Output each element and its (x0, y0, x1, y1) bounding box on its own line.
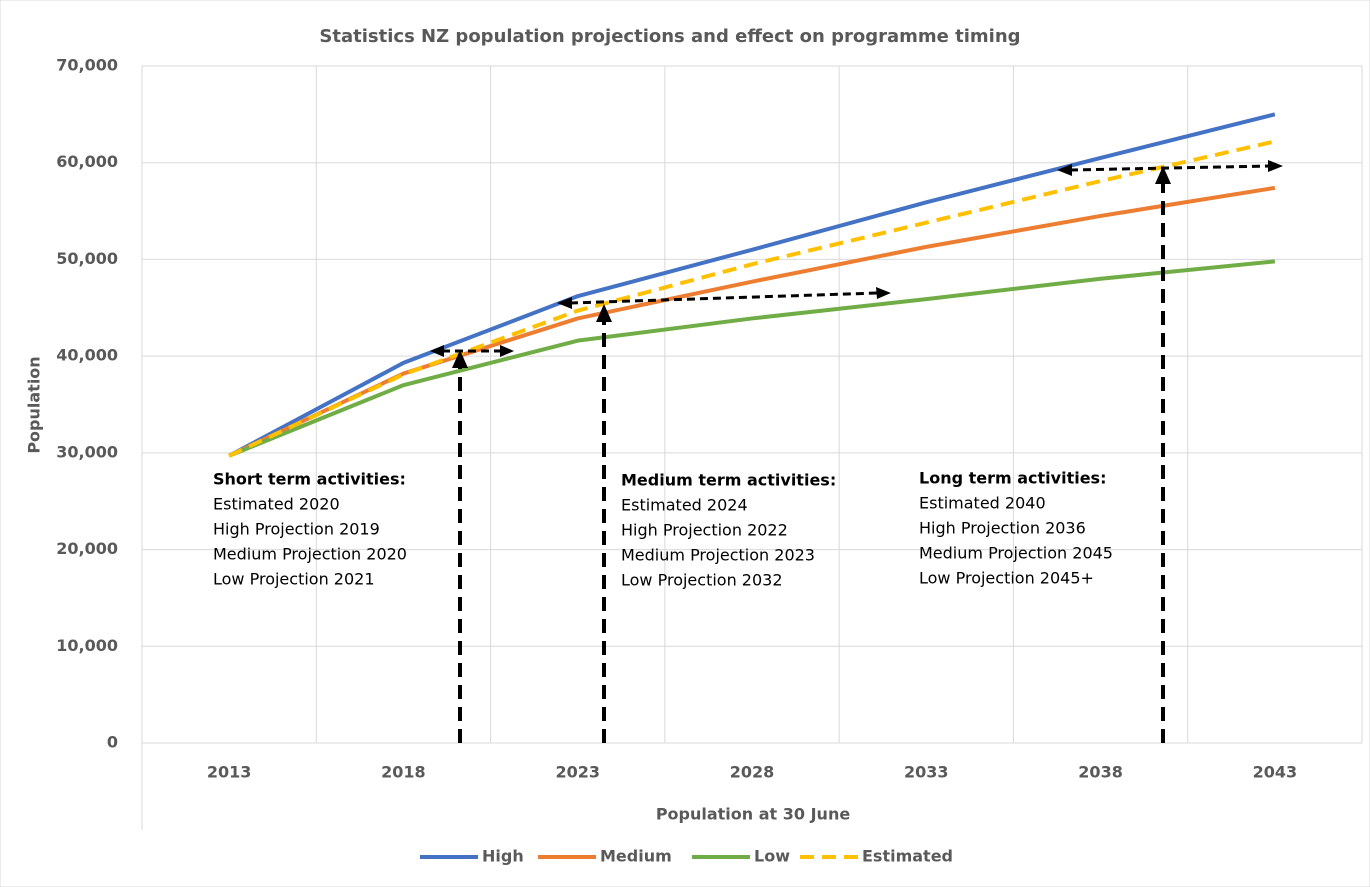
arrowhead (557, 297, 572, 309)
arrowhead (1268, 160, 1283, 172)
series-line (228, 139, 1276, 458)
x-tick-label: 2028 (730, 763, 775, 782)
annotation-line: Estimated 2020 (213, 495, 340, 514)
chart-title: Statistics NZ population projections and… (319, 26, 1020, 47)
y-tick-label: 40,000 (56, 346, 118, 365)
annotation-line: Low Projection 2021 (213, 570, 375, 589)
legend: High Medium Low Estimated (420, 847, 953, 866)
y-tick-label: 30,000 (56, 442, 118, 461)
annotation-line: Medium Projection 2020 (213, 545, 407, 564)
arrowhead (876, 287, 891, 299)
arrowhead (500, 345, 514, 357)
series-line (228, 259, 1276, 458)
y-tick-label: 60,000 (56, 152, 118, 171)
legend-label: Medium (600, 847, 672, 866)
annotation-line: Medium Projection 2045 (919, 544, 1113, 563)
x-tick-label: 2018 (381, 763, 426, 782)
x-axis-title: Population at 30 June (656, 805, 851, 824)
annotation-line: Medium Projection 2023 (621, 546, 815, 565)
grid: 0 10,000 20,000 30,000 40,000 50,000 60,000 70,… (56, 56, 1363, 830)
x-tick-label: 2033 (904, 763, 949, 782)
x-tick-label: 2043 (1253, 763, 1298, 782)
annotation-line: Estimated 2024 (621, 496, 748, 515)
x-tick-label: 2013 (207, 763, 252, 782)
arrowhead (596, 304, 612, 322)
annotation-title: Medium term activities: (621, 471, 836, 490)
legend-label: High (482, 847, 524, 866)
x-tick-label: 2038 (1078, 763, 1123, 782)
y-axis-title: Population (25, 356, 44, 453)
annotation-line: Low Projection 2045+ (919, 569, 1094, 588)
arrow (1069, 164, 1271, 172)
lines (228, 112, 1276, 458)
x-tick-label: 2023 (555, 763, 600, 782)
arrowhead (452, 350, 468, 368)
arrowhead (430, 345, 444, 357)
legend-label: Low (754, 847, 790, 866)
annotation-line: Estimated 2040 (919, 494, 1046, 513)
y-tick-label: 70,000 (56, 56, 118, 75)
annotation-line: Low Projection 2032 (621, 571, 783, 590)
y-tick-label: 50,000 (56, 249, 118, 268)
legend-label: Estimated (862, 847, 953, 866)
annotation-line: High Projection 2019 (213, 520, 380, 539)
annotation-line: High Projection 2036 (919, 519, 1086, 538)
annotation-line: High Projection 2022 (621, 521, 788, 540)
y-tick-label: 20,000 (56, 539, 118, 558)
series-line (228, 185, 1276, 458)
annotation-title: Short term activities: (213, 470, 406, 489)
arrows (442, 164, 1271, 743)
annotations: Short term activities: Estimated 2020 High… (213, 469, 1113, 590)
arrowheads (430, 160, 1283, 368)
annotation-title: Long term activities: (919, 469, 1106, 488)
arrowhead (1155, 166, 1171, 184)
y-tick-label: 0 (107, 733, 118, 752)
series-line (228, 112, 1276, 458)
y-tick-label: 10,000 (56, 636, 118, 655)
arrowhead (1057, 164, 1072, 176)
